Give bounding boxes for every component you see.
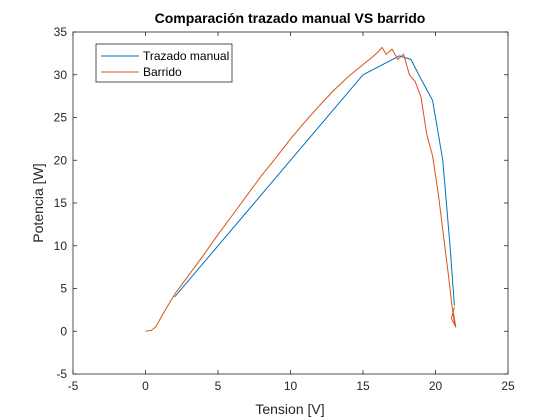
chart-title: Comparación trazado manual VS barrido: [155, 10, 426, 26]
x-tick-label: -5: [68, 379, 79, 393]
y-tick-label: 35: [54, 25, 68, 39]
legend-box: [95, 43, 233, 83]
legend-label-barrido: Barrido: [143, 65, 182, 79]
x-tick-label: 0: [142, 379, 149, 393]
x-axis-ticks: -5 0 5 10 15 20 25: [68, 32, 515, 393]
x-tick-label: 10: [284, 379, 298, 393]
plot-area: [73, 32, 508, 374]
legend: Trazado manual Barrido: [95, 43, 233, 83]
y-tick-label: 10: [54, 239, 68, 253]
x-axis-label: Tension [V]: [255, 401, 324, 417]
x-tick-label: 20: [429, 379, 443, 393]
y-tick-label: 15: [54, 196, 68, 210]
y-tick-label: 30: [54, 68, 68, 82]
y-tick-label: 25: [54, 111, 68, 125]
x-tick-label: 15: [356, 379, 370, 393]
y-axis-label: Potencia [W]: [30, 163, 46, 242]
series-line-0: [174, 55, 455, 306]
y-tick-label: 5: [60, 282, 67, 296]
y-tick-label: 0: [60, 324, 67, 338]
series-line-1: [145, 46, 457, 332]
y-tick-label: 20: [54, 153, 68, 167]
x-tick-label: 25: [501, 379, 515, 393]
y-tick-label: -5: [56, 367, 67, 381]
series-layer: [145, 46, 457, 332]
y-axis-ticks: -5 0 5 10 15 20 25 30 35: [54, 25, 508, 381]
x-tick-label: 5: [215, 379, 222, 393]
legend-label-trazado: Trazado manual: [143, 49, 229, 63]
